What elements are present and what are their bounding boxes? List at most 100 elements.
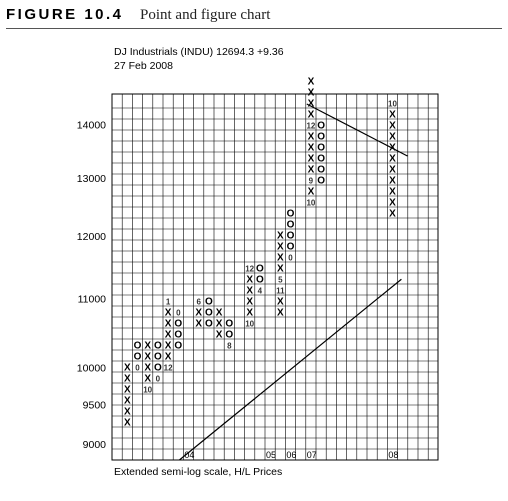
o-mark: O bbox=[225, 330, 233, 341]
x-mark: X bbox=[389, 209, 396, 220]
x-mark: X bbox=[308, 143, 315, 154]
o-mark: O bbox=[287, 220, 295, 231]
month-marker: 9 bbox=[309, 177, 314, 186]
x-mark: X bbox=[246, 286, 253, 297]
x-mark: X bbox=[308, 132, 315, 143]
x-mark: X bbox=[389, 165, 396, 176]
x-mark: X bbox=[308, 88, 315, 99]
o-mark: O bbox=[134, 341, 142, 352]
month-marker: 12 bbox=[306, 122, 315, 131]
x-year-label: 05 bbox=[266, 450, 276, 460]
month-marker: 4 bbox=[258, 287, 263, 296]
o-mark: O bbox=[287, 209, 295, 220]
month-marker: 0 bbox=[156, 375, 161, 384]
o-mark: O bbox=[205, 297, 213, 308]
x-mark: X bbox=[216, 319, 223, 330]
x-mark: X bbox=[165, 330, 172, 341]
x-year-label: 07 bbox=[307, 450, 317, 460]
x-mark: X bbox=[144, 341, 151, 352]
o-mark: O bbox=[317, 154, 325, 165]
x-mark: X bbox=[389, 110, 396, 121]
o-mark: O bbox=[174, 341, 182, 352]
o-mark: O bbox=[205, 319, 213, 330]
month-marker: 10 bbox=[143, 386, 152, 395]
x-mark: X bbox=[144, 352, 151, 363]
bearish-resistance-line bbox=[306, 103, 408, 157]
figure-caption: Point and figure chart bbox=[139, 7, 271, 23]
x-mark: X bbox=[144, 363, 151, 374]
chart-footer: Extended semi-log scale, H/L Prices bbox=[114, 466, 282, 478]
month-marker: 11 bbox=[276, 287, 285, 296]
month-marker: 8 bbox=[227, 342, 232, 351]
x-mark: X bbox=[389, 121, 396, 132]
o-mark: O bbox=[256, 264, 264, 275]
x-mark: X bbox=[308, 99, 315, 110]
y-tick-label: 10000 bbox=[77, 363, 106, 375]
y-tick-label: 11000 bbox=[78, 294, 107, 306]
x-mark: X bbox=[308, 110, 315, 121]
x-mark: X bbox=[308, 165, 315, 176]
o-mark: O bbox=[154, 363, 162, 374]
x-mark: X bbox=[124, 396, 131, 407]
x-mark: X bbox=[124, 407, 131, 418]
o-mark: O bbox=[225, 319, 233, 330]
x-mark: X bbox=[124, 374, 131, 385]
x-mark: X bbox=[216, 308, 223, 319]
figure-label: FIGURE 10.4 bbox=[6, 6, 124, 23]
x-mark: X bbox=[389, 132, 396, 143]
o-mark: O bbox=[317, 176, 325, 187]
header-rule bbox=[6, 28, 502, 29]
x-mark: X bbox=[124, 385, 131, 396]
x-mark: X bbox=[389, 154, 396, 165]
month-marker: 0 bbox=[135, 364, 140, 373]
x-mark: X bbox=[144, 374, 151, 385]
o-mark: O bbox=[317, 132, 325, 143]
o-mark: O bbox=[154, 352, 162, 363]
y-axis-ticks: 9000 9500 10000 11000 12000 13000 14000 bbox=[77, 119, 106, 450]
x-mark: X bbox=[308, 154, 315, 165]
month-marker: 1 bbox=[166, 298, 171, 307]
o-mark: O bbox=[154, 341, 162, 352]
month-marker: 0 bbox=[288, 254, 293, 263]
trend-lines bbox=[179, 103, 408, 461]
month-marker: 0 bbox=[176, 309, 181, 318]
month-marker: 5 bbox=[278, 276, 283, 285]
x-mark: X bbox=[246, 308, 253, 319]
x-year-label: 08 bbox=[388, 450, 398, 460]
x-mark: X bbox=[389, 176, 396, 187]
x-mark: X bbox=[246, 275, 253, 286]
y-tick-label: 14000 bbox=[77, 119, 106, 131]
x-mark: X bbox=[216, 330, 223, 341]
o-mark: O bbox=[174, 330, 182, 341]
x-mark: X bbox=[165, 319, 172, 330]
o-mark: O bbox=[287, 231, 295, 242]
x-mark: X bbox=[165, 352, 172, 363]
x-mark: X bbox=[277, 231, 284, 242]
o-mark: O bbox=[256, 275, 264, 286]
x-mark: X bbox=[277, 297, 284, 308]
x-mark: X bbox=[277, 264, 284, 275]
x-axis-year-labels: 04 05 06 07 08 bbox=[184, 450, 398, 460]
chart-date: 27 Feb 2008 bbox=[114, 60, 173, 72]
bullish-support-line bbox=[179, 278, 402, 461]
chart-grid bbox=[111, 93, 439, 461]
x-mark: X bbox=[246, 297, 253, 308]
x-mark: X bbox=[277, 308, 284, 319]
o-mark: O bbox=[134, 352, 142, 363]
chart-title: DJ Industrials (INDU) 12694.3 +9.36 bbox=[114, 46, 284, 58]
o-mark: O bbox=[287, 242, 295, 253]
x-mark: X bbox=[389, 198, 396, 209]
month-marker: 10 bbox=[245, 320, 254, 329]
month-marker: 10 bbox=[306, 199, 315, 208]
x-mark: X bbox=[165, 341, 172, 352]
x-mark: X bbox=[308, 77, 315, 88]
o-mark: O bbox=[205, 308, 213, 319]
figure-header: FIGURE 10.4 Point and figure chart bbox=[6, 6, 270, 24]
o-mark: O bbox=[317, 121, 325, 132]
x-mark: X bbox=[124, 418, 131, 429]
y-tick-label: 13000 bbox=[77, 173, 106, 185]
month-marker: 6 bbox=[196, 298, 201, 307]
x-mark: X bbox=[277, 242, 284, 253]
